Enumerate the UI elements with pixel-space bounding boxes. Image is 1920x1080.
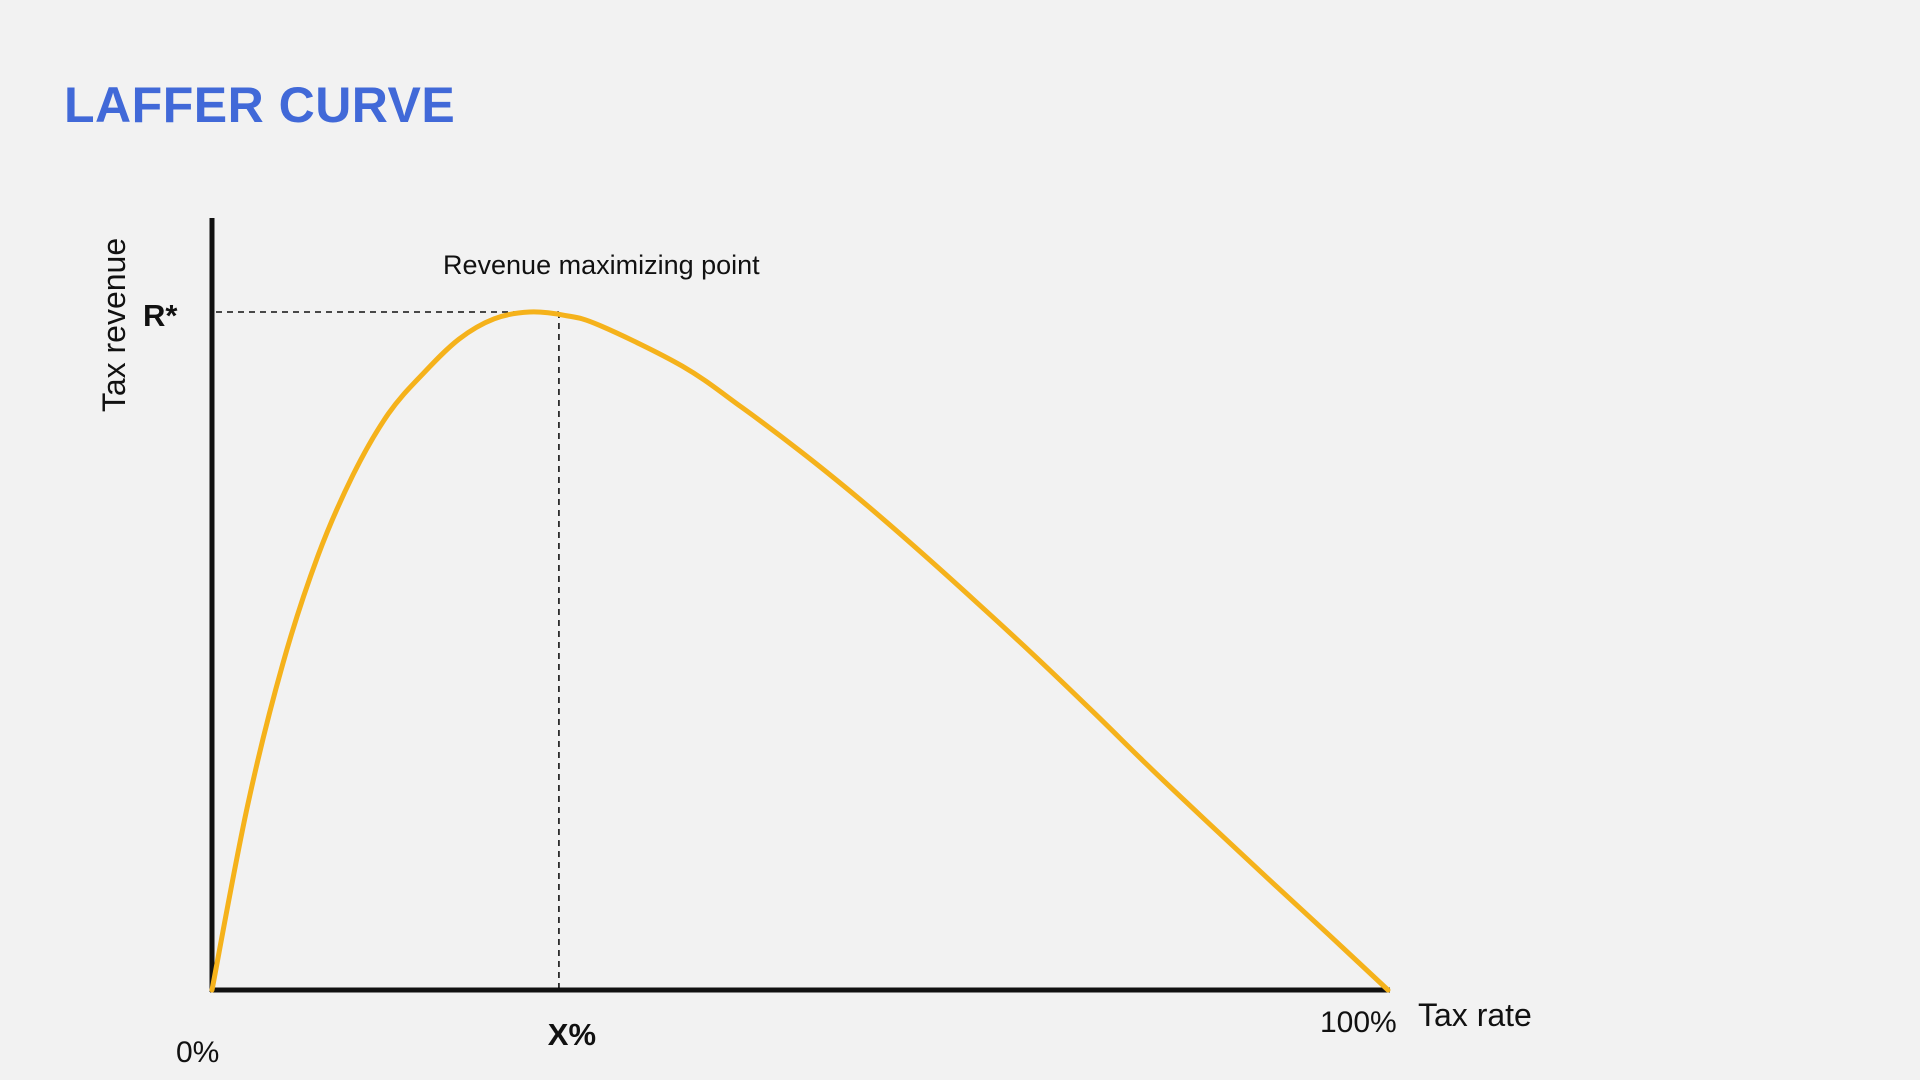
peak-x-label: X% — [548, 1017, 596, 1052]
y-axis-label: Tax revenue — [96, 238, 132, 412]
peak-y-label: R* — [143, 298, 178, 333]
x-axis-label: Tax rate — [1418, 997, 1532, 1033]
page-title: LAFFER CURVE — [64, 77, 456, 133]
laffer-curve-line — [209, 309, 1391, 993]
x-tick-label-end: 100% — [1320, 1006, 1397, 1039]
x-tick-label-start: 0% — [176, 1036, 219, 1069]
peak-annotation: Revenue maximizing point — [443, 250, 760, 280]
